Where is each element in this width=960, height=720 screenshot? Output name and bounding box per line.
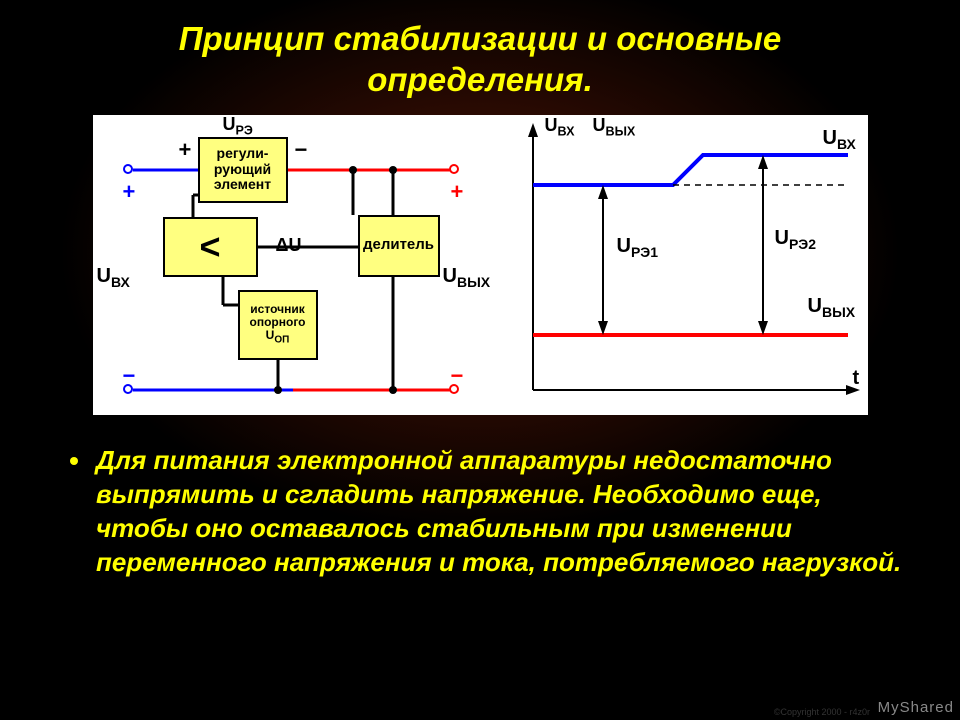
- g-ure2: UРЭ2: [775, 227, 817, 252]
- lt-symbol: <: [199, 227, 220, 267]
- lbl-ure: UРЭ: [223, 114, 253, 138]
- lbl-plus-in: +: [123, 179, 136, 205]
- g-uin-r: UВХ: [823, 127, 856, 152]
- graph-svg: [503, 115, 868, 415]
- g-ure1: UРЭ1: [617, 235, 659, 260]
- lbl-du: ΔU: [276, 235, 302, 256]
- lbl-minus-in: −: [123, 363, 136, 389]
- title-line-2: определения.: [367, 61, 593, 98]
- lbl-plus-out: +: [451, 179, 464, 205]
- g-uout-top: UВЫХ: [593, 115, 636, 139]
- body-paragraph: Для питания электронной аппаратуры недос…: [96, 443, 904, 580]
- slide-title: Принцип стабилизации и основные определе…: [0, 0, 960, 101]
- ref-line3: UОП: [266, 329, 290, 345]
- body-text-block: Для питания электронной аппаратуры недос…: [0, 415, 960, 580]
- bullet-icon: [70, 457, 78, 465]
- lbl-uin: UВХ: [97, 265, 130, 290]
- ref-block: источник опорного UОП: [238, 290, 318, 360]
- lbl-uout: UВЫХ: [443, 265, 491, 290]
- lbl-plus-top: +: [179, 137, 192, 163]
- g-uin-top: UВХ: [545, 115, 575, 139]
- divider-block: делитель: [358, 215, 440, 277]
- ref-line2: опорного: [250, 316, 306, 329]
- diagram-area: регули- рующий элемент < делитель источн…: [93, 115, 868, 415]
- terminal-in-top: [123, 164, 133, 174]
- g-t: t: [853, 367, 860, 390]
- g-uout-r: UВЫХ: [808, 295, 856, 320]
- comparator-block: <: [163, 217, 258, 277]
- lbl-minus-top: −: [295, 137, 308, 163]
- lbl-minus-out: −: [451, 363, 464, 389]
- title-line-1: Принцип стабилизации и основные: [179, 20, 781, 57]
- watermark-text: MyShared: [878, 699, 954, 716]
- copyright-text: ©Copyright 2000 - r4z0r: [774, 707, 870, 717]
- reg-block: регули- рующий элемент: [198, 137, 288, 203]
- terminal-out-top: [449, 164, 459, 174]
